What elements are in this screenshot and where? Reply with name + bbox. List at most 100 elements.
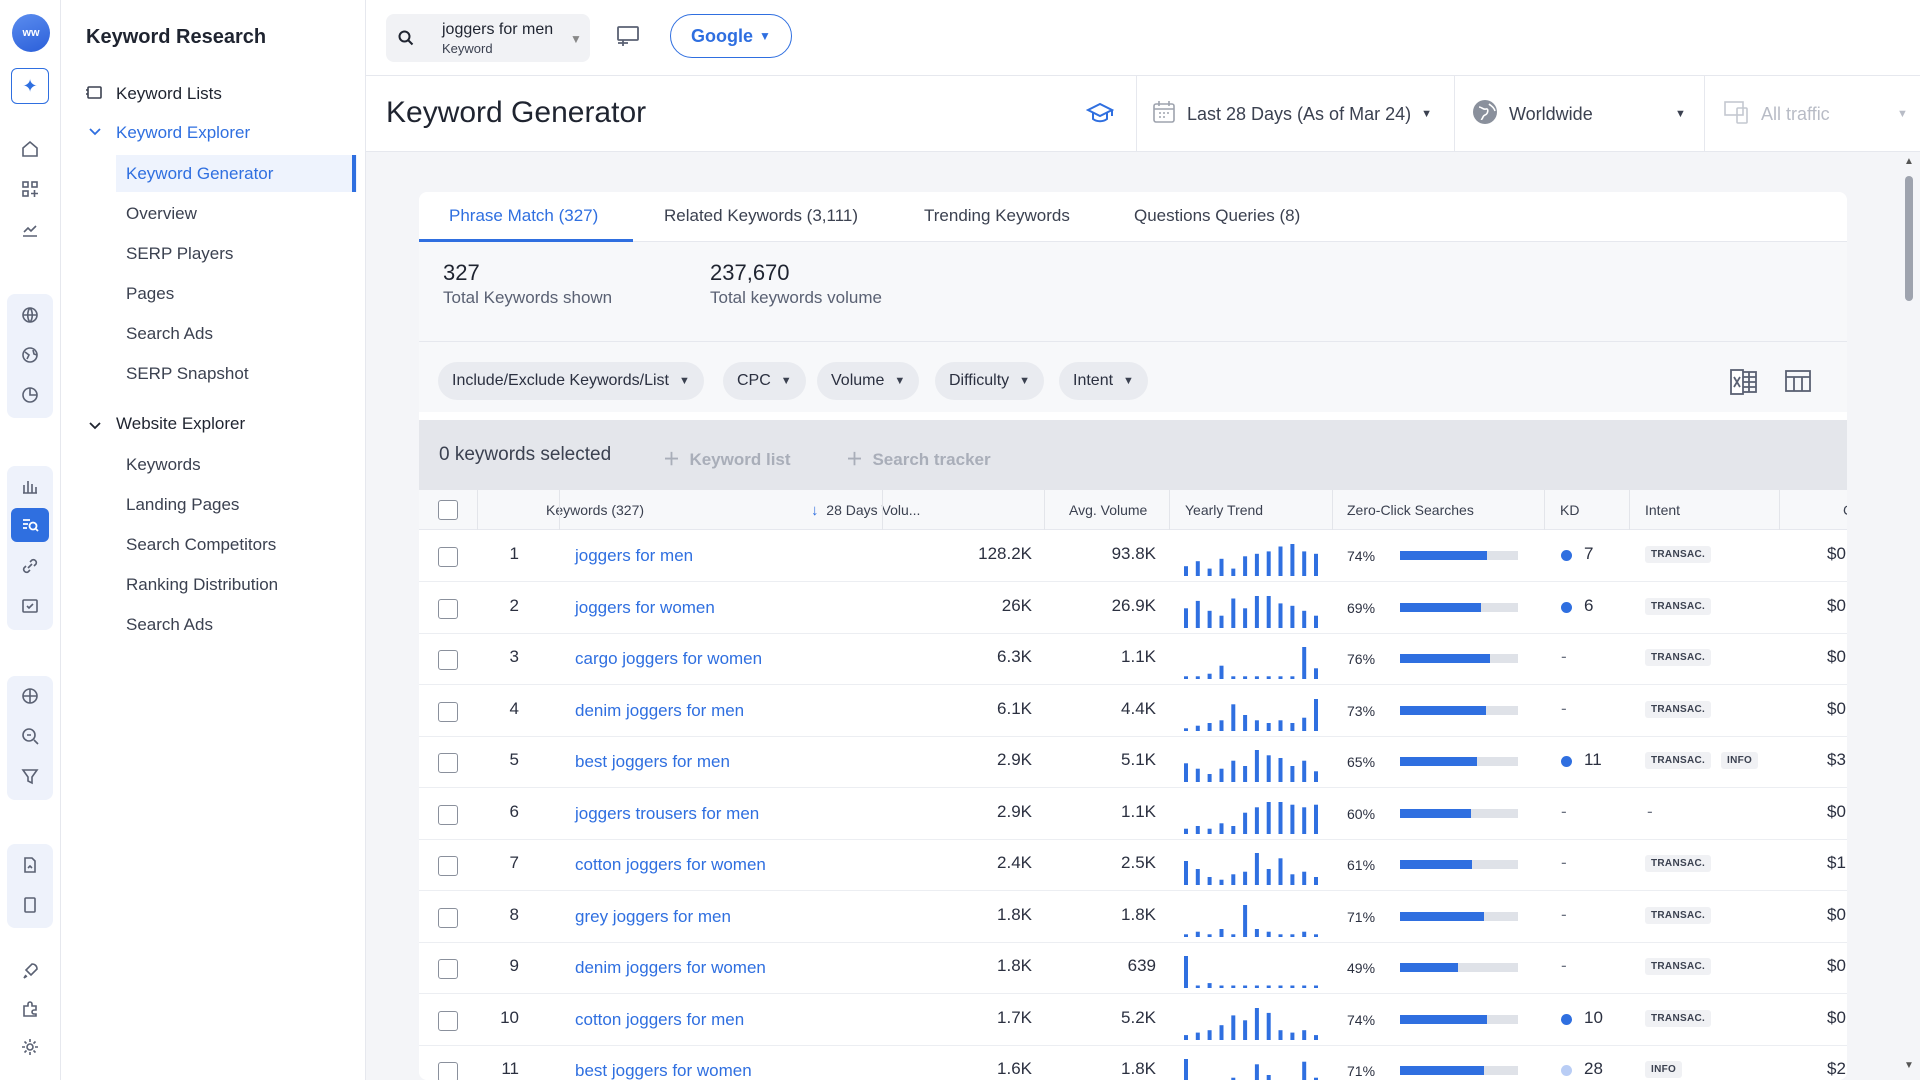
row-checkbox[interactable] — [438, 701, 458, 722]
filter-include-exclude[interactable]: Include/Exclude Keywords/List ▼ — [438, 362, 704, 400]
document-chart-icon[interactable] — [15, 850, 45, 880]
puzzle-icon[interactable] — [15, 994, 45, 1024]
date-range-selector[interactable]: Last 28 Days (As of Mar 24) ▼ — [1136, 76, 1454, 152]
sidebar-item-search-ads[interactable]: Search Ads — [126, 324, 213, 343]
add-to-search-tracker-button[interactable]: ＋ Search tracker — [846, 450, 991, 469]
clipboard-icon[interactable] — [15, 890, 45, 920]
filter-cpc[interactable]: CPC ▼ — [723, 362, 806, 400]
tab-trending-keywords[interactable]: Trending Keywords — [924, 206, 1070, 225]
sidebar-website-explorer[interactable]: Website Explorer — [116, 414, 246, 433]
sidebar-item-serp-snapshot[interactable]: SERP Snapshot — [126, 364, 249, 383]
scroll-down-icon[interactable]: ▼ — [1904, 1060, 1914, 1071]
row-checkbox[interactable] — [438, 598, 458, 619]
region-selector[interactable]: Worldwide ▼ — [1454, 76, 1704, 152]
keyword-link[interactable]: joggers for men — [575, 546, 694, 565]
home-icon[interactable] — [15, 134, 45, 164]
col-kd[interactable]: KD — [1560, 502, 1580, 518]
gear-icon[interactable] — [15, 1032, 45, 1062]
app-logo[interactable]: ww — [12, 14, 50, 52]
chevron-down-icon[interactable] — [89, 124, 101, 140]
columns-table-icon[interactable] — [1784, 368, 1812, 399]
chevron-down-icon[interactable]: ▼ — [570, 32, 582, 46]
funnel-icon[interactable] — [15, 761, 45, 791]
table-row[interactable]: 7 cotton joggers for women 2.4K 2.5K 61% - TRA… — [419, 840, 1847, 891]
sidebar-item-landing-pages[interactable]: Landing Pages — [126, 495, 240, 514]
keyword-link[interactable]: best joggers for women — [575, 1061, 752, 1080]
keyword-link[interactable]: grey joggers for men — [575, 906, 731, 926]
table-row[interactable]: 4 denim joggers for men 6.1K 4.4K 73% - TRANSA… — [419, 686, 1847, 737]
sidebar-item-website-search-ads[interactable]: Search Ads — [126, 615, 213, 634]
add-to-keyword-list-button[interactable]: ＋ Keyword list — [663, 450, 791, 469]
tab-questions-queries[interactable]: Questions Queries (8) — [1134, 206, 1301, 225]
row-checkbox[interactable] — [438, 1010, 458, 1031]
sidebar-keyword-explorer[interactable]: Keyword Explorer — [116, 123, 251, 142]
sidebar-item-search-competitors[interactable]: Search Competitors — [126, 535, 277, 554]
search-engine-selector[interactable]: Google ▼ — [670, 14, 792, 58]
bar-chart-icon[interactable] — [15, 471, 45, 501]
table-row[interactable]: 6 joggers trousers for men 2.9K 1.1K 60% - - $0 — [419, 789, 1847, 840]
link-icon[interactable] — [15, 551, 45, 581]
table-row[interactable]: 8 grey joggers for men 1.8K 1.8K 71% - TRANSAC… — [419, 892, 1847, 943]
col-zero-click[interactable]: Zero-Click Searches — [1347, 502, 1474, 518]
col-cpc[interactable]: C — [1843, 502, 1847, 518]
traffic-selector[interactable]: All traffic ▼ — [1704, 76, 1920, 152]
col-intent[interactable]: Intent — [1645, 502, 1681, 518]
col-yearly-trend[interactable]: Yearly Trend — [1185, 502, 1264, 518]
dashboard-icon[interactable] — [15, 174, 45, 204]
row-checkbox[interactable] — [438, 804, 458, 825]
sidebar-item-serp-players[interactable]: SERP Players — [126, 244, 234, 263]
globe-search-icon[interactable] — [15, 340, 45, 370]
globe-icon[interactable] — [15, 300, 45, 330]
keyword-link[interactable]: joggers trousers for men — [575, 803, 760, 823]
pie-chart-icon[interactable] — [15, 380, 45, 410]
page-scrollbar[interactable]: ▲ ▼ — [1903, 156, 1915, 1080]
add-compare-icon[interactable] — [614, 24, 642, 55]
keyword-link[interactable]: cotton joggers for men — [575, 1009, 745, 1029]
select-all-checkbox[interactable] — [438, 500, 458, 520]
report-check-icon[interactable] — [15, 591, 45, 621]
search-audit-icon[interactable] — [15, 721, 45, 751]
globe-settings-icon[interactable] — [15, 681, 45, 711]
tab-related-keywords[interactable]: Related Keywords (3,111) — [664, 206, 859, 225]
table-row[interactable]: 11 best joggers for women 1.6K 1.8K 71% 28 INF… — [419, 1046, 1847, 1080]
row-checkbox[interactable] — [438, 650, 458, 670]
scrollbar-thumb[interactable] — [1905, 176, 1913, 301]
keyword-search-box[interactable]: joggers for men Keyword ▼ — [386, 14, 590, 62]
sidebar-item-overview[interactable]: Overview — [126, 204, 197, 223]
sidebar-item-pages[interactable]: Pages — [126, 284, 175, 303]
table-row[interactable]: 3 cargo joggers for women 6.3K 1.1K 76% - TRAN… — [419, 634, 1847, 685]
table-row[interactable]: 9 denim joggers for women 1.8K 639 49% - TRANS… — [419, 943, 1847, 994]
keyword-link[interactable]: cotton joggers for women — [575, 855, 766, 874]
row-checkbox[interactable] — [438, 907, 458, 928]
trend-chart-icon[interactable] — [15, 214, 45, 244]
graduation-cap-icon[interactable] — [1085, 101, 1115, 132]
keyword-link[interactable]: joggers for women — [575, 597, 715, 617]
sidebar-item-ranking-distribution[interactable]: Ranking Distribution — [126, 575, 279, 594]
filter-difficulty[interactable]: Difficulty ▼ — [935, 362, 1045, 400]
keyword-research-icon[interactable] — [11, 508, 49, 542]
col-avg-volume[interactable]: Avg. Volume — [1069, 502, 1148, 518]
table-row[interactable]: 1 joggers for men 128.2K 93.8K 74% 7 TRANSAC. $… — [419, 531, 1847, 582]
keyword-link[interactable]: best joggers for men — [575, 752, 730, 771]
filter-volume[interactable]: Volume ▼ — [817, 362, 920, 400]
row-checkbox[interactable] — [438, 1062, 458, 1080]
rocket-icon[interactable] — [15, 956, 45, 986]
keyword-link[interactable]: denim joggers for women — [575, 958, 766, 977]
row-checkbox[interactable] — [438, 547, 458, 567]
col-keywords[interactable]: Keywords (327) — [546, 502, 645, 518]
sidebar-item-keyword-generator[interactable]: Keyword Generator — [126, 164, 274, 183]
tab-phrase-match[interactable]: Phrase Match (327) — [449, 206, 599, 225]
row-checkbox[interactable] — [438, 856, 458, 876]
keyword-link[interactable]: denim joggers for men — [575, 700, 745, 720]
table-row[interactable]: 2 joggers for women 26K 26.9K 69% 6 TRANSAC. $0 — [419, 583, 1847, 634]
ai-sparkle-icon[interactable]: ✦ — [11, 68, 49, 104]
table-row[interactable]: 10 cotton joggers for men 1.7K 5.2K 74% 10 TRA… — [419, 995, 1847, 1046]
sidebar-keyword-lists[interactable]: Keyword Lists — [116, 84, 222, 103]
row-checkbox[interactable] — [438, 753, 458, 773]
row-checkbox[interactable] — [438, 959, 458, 979]
keyword-link[interactable]: cargo joggers for women — [575, 649, 763, 668]
chevron-down-icon[interactable] — [89, 418, 101, 434]
sidebar-item-keywords[interactable]: Keywords — [126, 455, 201, 474]
excel-export-icon[interactable] — [1729, 368, 1759, 401]
table-row[interactable]: 5 best joggers for men 2.9K 5.1K 65% 11 TRANSA… — [419, 737, 1847, 788]
